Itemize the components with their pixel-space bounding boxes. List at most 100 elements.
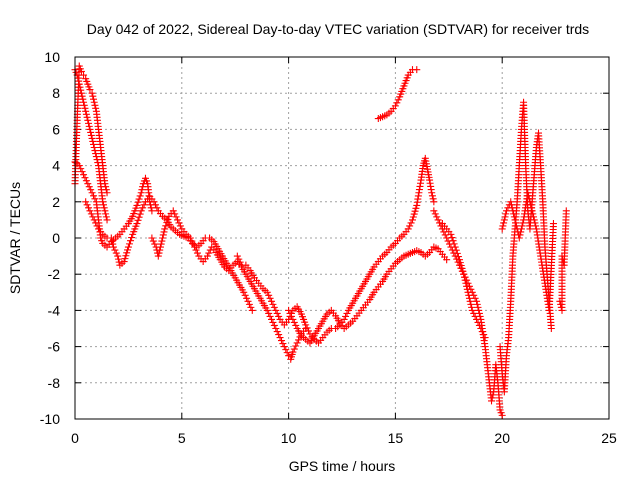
data-point	[266, 312, 274, 320]
data-point	[75, 77, 83, 85]
y-tick-label: 6	[52, 121, 60, 137]
data-point	[154, 252, 162, 260]
data-point	[287, 312, 295, 320]
data-point	[86, 207, 94, 215]
data-point	[111, 246, 119, 254]
data-point	[233, 252, 241, 260]
data-point	[92, 104, 100, 112]
data-point	[148, 234, 156, 242]
data-point	[174, 216, 182, 224]
data-point	[467, 300, 475, 308]
data-point	[343, 309, 351, 317]
data-point	[171, 210, 179, 218]
data-point	[123, 249, 131, 257]
data-point	[275, 331, 283, 339]
x-axis: 0 5 10 15 20 25	[71, 57, 617, 446]
data-point	[474, 318, 482, 326]
data-point	[508, 204, 516, 212]
data-point	[85, 204, 93, 212]
data-point	[133, 220, 141, 228]
data-point	[245, 300, 253, 308]
data-point	[176, 222, 184, 230]
data-point	[107, 234, 115, 242]
data-point	[153, 204, 161, 212]
data-point	[91, 195, 99, 203]
data-point	[134, 198, 142, 206]
data-point	[85, 122, 93, 130]
y-tick-label: -2	[48, 266, 61, 282]
data-point	[532, 222, 540, 230]
data-point	[89, 213, 97, 221]
data-point	[268, 315, 276, 323]
data-point	[135, 195, 143, 203]
data-point	[263, 288, 271, 296]
data-point	[175, 219, 183, 227]
data-point	[272, 306, 280, 314]
data-point	[266, 294, 274, 302]
data-point	[263, 306, 271, 314]
data-point	[290, 345, 298, 353]
data-point	[466, 297, 474, 305]
data-point	[90, 216, 98, 224]
data-point	[292, 321, 300, 329]
data-point	[80, 71, 88, 79]
data-point	[525, 192, 533, 200]
data-point	[475, 321, 483, 329]
data-point	[455, 256, 463, 264]
data-point	[82, 110, 90, 118]
data-point	[122, 252, 130, 260]
data-point	[500, 216, 508, 224]
data-point	[295, 336, 303, 344]
data-points	[71, 62, 570, 419]
data-point	[303, 324, 311, 332]
data-point	[149, 237, 157, 245]
data-point	[515, 234, 523, 242]
data-point	[473, 300, 481, 308]
data-point	[87, 210, 95, 218]
x-tick-label: 0	[71, 430, 79, 446]
data-point	[456, 259, 464, 267]
data-point	[273, 309, 281, 317]
data-point	[99, 198, 107, 206]
data-point	[412, 204, 420, 212]
data-point	[79, 95, 87, 103]
data-point	[109, 243, 117, 251]
y-tick-label: -6	[48, 339, 61, 355]
data-point	[434, 216, 442, 224]
data-point	[462, 279, 470, 287]
data-point	[93, 222, 101, 230]
data-point	[501, 213, 509, 221]
data-point	[562, 207, 570, 215]
data-point	[137, 189, 145, 197]
y-tick-label: -8	[48, 375, 61, 391]
data-point	[78, 168, 86, 176]
data-point	[114, 252, 122, 260]
data-point	[82, 198, 90, 206]
data-point	[137, 207, 145, 215]
data-point	[441, 231, 449, 239]
data-point	[276, 334, 284, 342]
data-point	[136, 192, 144, 200]
x-tick-label: 5	[178, 430, 186, 446]
data-point	[443, 256, 451, 264]
data-point	[488, 394, 496, 402]
data-point	[411, 207, 419, 215]
data-point	[124, 246, 132, 254]
data-point	[109, 240, 117, 248]
data-point	[159, 231, 167, 239]
data-point	[530, 216, 538, 224]
data-point	[433, 213, 441, 221]
data-point	[475, 306, 483, 314]
data-point	[507, 198, 515, 206]
data-point	[78, 92, 86, 100]
data-point	[247, 303, 255, 311]
x-tick-label: 20	[494, 430, 510, 446]
data-point	[268, 297, 276, 305]
data-point	[477, 325, 485, 332]
data-point	[474, 303, 482, 311]
data-point	[191, 243, 199, 251]
data-point	[157, 240, 165, 248]
data-point	[139, 204, 147, 212]
data-point	[83, 113, 91, 121]
data-point	[135, 213, 143, 221]
